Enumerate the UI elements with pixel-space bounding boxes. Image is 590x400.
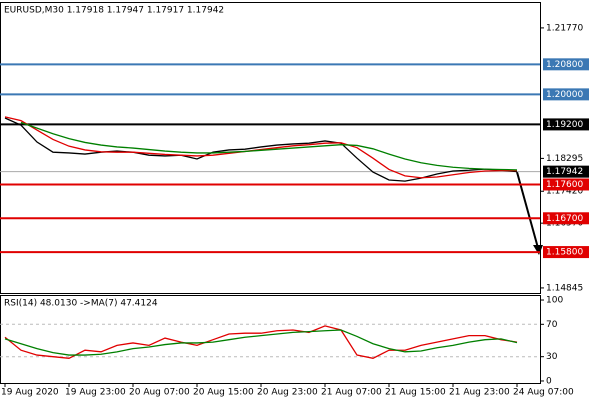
y-tick-label: 30 (546, 352, 558, 362)
x-tick-label: 20 Aug 07:00 (129, 388, 190, 398)
level-label: 1.20800 (546, 60, 583, 70)
y-tick-label: 1.14845 (546, 283, 583, 293)
x-tick-label: 19 Aug 2020 (1, 388, 59, 398)
x-tick-label: 21 Aug 07:00 (321, 388, 382, 398)
level-box (543, 118, 589, 131)
y-tick-label: 1.21770 (546, 23, 583, 33)
series-line (4, 325, 518, 359)
arrow-head (533, 245, 543, 255)
x-tick-label: 19 Aug 23:00 (65, 388, 126, 398)
x-tick-label: 21 Aug 15:00 (385, 388, 446, 398)
level-label: 1.15800 (546, 248, 583, 258)
projection-arrow (516, 171, 539, 249)
level-box (543, 58, 589, 71)
series-line (4, 116, 517, 179)
y-tick-label: 100 (546, 296, 563, 306)
y-tick-label: 1.17420 (546, 187, 583, 197)
last-price-box (543, 165, 589, 178)
x-tick-label: 20 Aug 15:00 (193, 388, 254, 398)
rsi-panel (0, 295, 541, 384)
series-line (4, 329, 518, 356)
x-tick-label: 21 Aug 23:00 (449, 388, 510, 398)
level-box (543, 178, 589, 191)
x-tick-label: 20 Aug 23:00 (257, 388, 318, 398)
x-tick-label: 24 Aug 07:00 (513, 388, 574, 398)
series-line (20, 121, 518, 171)
level-box (543, 88, 589, 101)
y-tick-label: 0 (546, 376, 552, 386)
rsi-title: RSI(14) 48.0130 ->MA(7) 47.4124 (4, 299, 158, 309)
main-title: EURUSD,M30 1.17918 1.17947 1.17917 1.179… (4, 6, 224, 16)
y-tick-label: 1.18295 (546, 154, 583, 164)
last-price-label: 1.17942 (546, 167, 583, 177)
level-label: 1.16700 (546, 214, 583, 224)
level-label: 1.19200 (546, 120, 583, 130)
main-panel (0, 2, 541, 294)
level-label: 1.17600 (546, 180, 583, 190)
level-box (543, 212, 589, 225)
level-label: 1.20000 (546, 90, 583, 100)
y-tick-label: 70 (546, 320, 558, 330)
series-line (4, 117, 518, 182)
level-box (543, 246, 589, 259)
